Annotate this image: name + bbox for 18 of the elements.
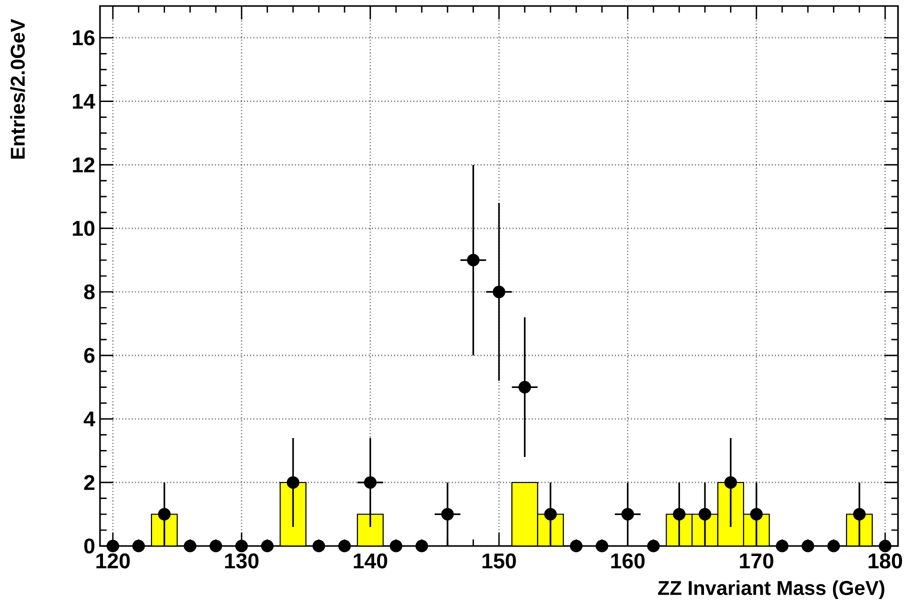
y-tick-label: 14 xyxy=(72,94,96,109)
y-tick-label: 10 xyxy=(72,220,94,236)
y-tick-label: 8 xyxy=(84,284,95,300)
x-tick-label: 130 xyxy=(225,553,258,569)
y-tick-label: 6 xyxy=(84,348,95,363)
y-tick-label: 2 xyxy=(84,475,94,490)
x-tick-label: 160 xyxy=(611,553,645,568)
x-tick-label: 140 xyxy=(354,553,388,568)
y-tick-label: 0 xyxy=(84,538,94,554)
x-tick-label: 180 xyxy=(868,553,902,568)
x-tick-label: 170 xyxy=(740,553,774,568)
y-tick-label: 4 xyxy=(84,412,96,426)
x-tick-label: 150 xyxy=(482,553,516,568)
y-axis-title: Entries/2.0GeV xyxy=(10,18,26,159)
y-tick-label: 12 xyxy=(72,157,94,172)
x-axis-title: ZZ Invariant Mass (GeV) xyxy=(658,580,884,600)
y-tick-label: 16 xyxy=(72,30,95,46)
x-tick-label: 120 xyxy=(96,553,130,568)
